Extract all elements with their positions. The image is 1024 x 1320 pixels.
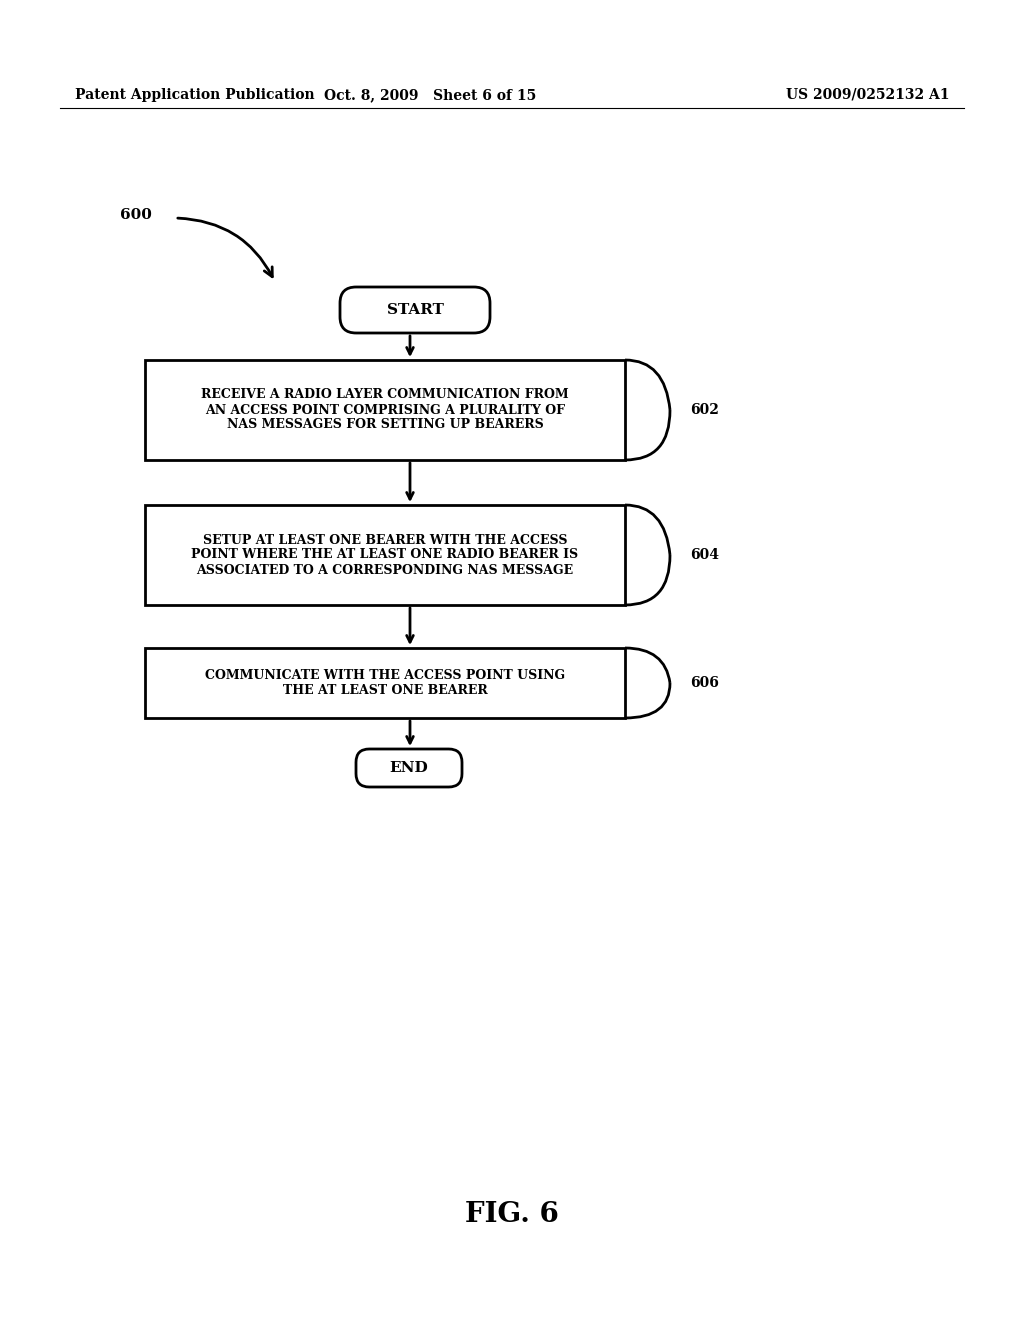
FancyArrowPatch shape (178, 218, 272, 277)
Text: END: END (389, 762, 428, 775)
Text: 602: 602 (690, 403, 719, 417)
Text: US 2009/0252132 A1: US 2009/0252132 A1 (786, 88, 950, 102)
Bar (145, 648, 625, 718)
Text: 606: 606 (690, 676, 719, 690)
Text: RECEIVE A RADIO LAYER COMMUNICATION FROM
AN ACCESS POINT COMPRISING A PLURALITY : RECEIVE A RADIO LAYER COMMUNICATION FROM… (201, 388, 568, 432)
Text: SETUP AT LEAST ONE BEARER WITH THE ACCESS
POINT WHERE THE AT LEAST ONE RADIO BEA: SETUP AT LEAST ONE BEARER WITH THE ACCES… (191, 533, 579, 577)
FancyBboxPatch shape (340, 286, 490, 333)
Text: 600: 600 (120, 209, 152, 222)
Text: FIG. 6: FIG. 6 (465, 1201, 559, 1229)
Text: COMMUNICATE WITH THE ACCESS POINT USING
THE AT LEAST ONE BEARER: COMMUNICATE WITH THE ACCESS POINT USING … (205, 669, 565, 697)
Bar (145, 360, 625, 459)
Text: START: START (387, 304, 443, 317)
Text: Oct. 8, 2009   Sheet 6 of 15: Oct. 8, 2009 Sheet 6 of 15 (324, 88, 537, 102)
Bar (145, 506, 625, 605)
Text: 604: 604 (690, 548, 719, 562)
Text: Patent Application Publication: Patent Application Publication (75, 88, 314, 102)
FancyBboxPatch shape (356, 748, 462, 787)
